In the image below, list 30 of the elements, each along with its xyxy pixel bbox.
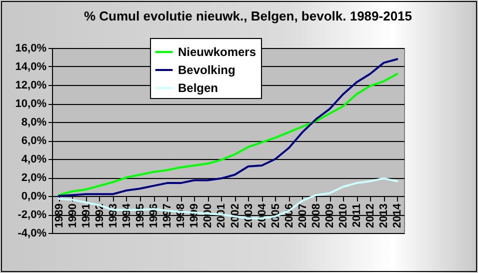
x-tick-label: 1989 [53, 204, 66, 228]
y-tick-label: 14,0% [15, 61, 47, 73]
y-tick-label: 8,0% [21, 116, 47, 128]
x-tick-label: 1993 [107, 204, 120, 228]
legend-label: Belgen [178, 81, 218, 95]
x-tick-label: 1994 [120, 202, 133, 228]
legend-label: Nieuwkomers [178, 45, 256, 59]
x-tick-label: 2011 [351, 204, 364, 228]
y-tick-label: 16,0% [15, 42, 47, 54]
y-tick-label: 12,0% [15, 80, 47, 92]
x-tick-label: 2008 [310, 204, 322, 228]
y-tick-label: 4,0% [21, 154, 47, 166]
x-tick-label: 1995 [134, 204, 146, 228]
x-tick-label: 1991 [80, 204, 92, 228]
x-tick-label: 2009 [324, 204, 336, 228]
y-tick-label: 2,0% [21, 172, 47, 184]
x-tick-label: 2010 [338, 204, 350, 228]
x-tick-label: 2007 [296, 204, 309, 228]
x-tick-label: 2014 [392, 202, 404, 228]
x-tick-label: 2013 [378, 204, 390, 228]
y-tick-label: 10,0% [15, 98, 47, 110]
chart-title: % Cumul evolutie nieuwk., Belgen, bevolk. 1989-2015 [84, 8, 412, 24]
y-tick-label: -4,0% [18, 228, 47, 240]
x-tick-label: 1990 [66, 204, 79, 228]
y-tick-label: -2,0% [18, 209, 47, 221]
legend-label: Bevolking [178, 63, 236, 77]
y-tick-label: 6,0% [21, 135, 47, 147]
x-tick-label: 1996 [148, 204, 160, 228]
x-tick-label: 2012 [364, 204, 377, 228]
y-tick-label: 0,0% [21, 190, 47, 202]
